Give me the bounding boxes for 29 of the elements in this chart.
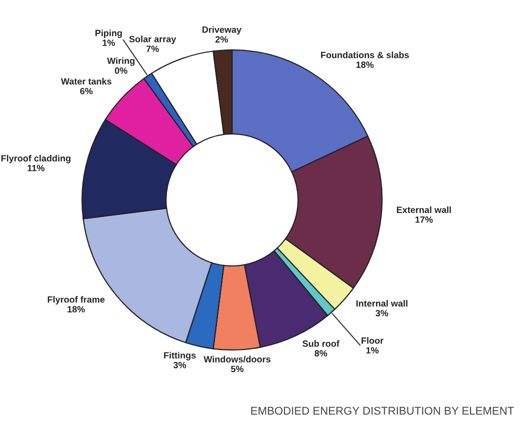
slice-label: Flyroof cladding <box>1 154 70 164</box>
slice-label: Flyroof frame <box>48 296 105 304</box>
slice-label: Sub roof <box>302 340 340 347</box>
slice-label: Water tanks <box>60 78 112 85</box>
data-label: 18% <box>356 62 374 68</box>
slice-label: Foundations & slabs <box>321 52 409 58</box>
data-label: 1% <box>102 40 115 46</box>
data-label: 2% <box>215 36 228 43</box>
data-label: 11% <box>28 164 44 172</box>
slice-label: Driveway <box>202 26 242 35</box>
data-label: 17% <box>415 216 433 223</box>
text: 0% <box>114 67 128 74</box>
slice-label: Internal wall <box>356 300 408 307</box>
slice-label: Fittings <box>164 352 196 360</box>
slice-label: Solar array <box>129 36 176 44</box>
data-label: 8% <box>314 350 328 357</box>
data-label: 3% <box>173 362 186 368</box>
slice-label: Floor <box>362 337 384 344</box>
slice-label: External wall <box>396 206 451 214</box>
data-label: 6% <box>80 88 93 94</box>
data-label: 3% <box>376 310 388 316</box>
category-label: Wiring <box>107 57 134 66</box>
slice-label: Piping <box>95 30 122 38</box>
data-label: 1% <box>366 347 379 354</box>
slice-label: Windows/doors <box>204 356 270 363</box>
data-label: 5% <box>230 366 244 372</box>
text: EMBODIED ENERGY DISTRIBUTION BY ELEMENT <box>251 406 514 415</box>
data-label: 18% <box>68 306 85 312</box>
data-label: 7% <box>146 46 159 52</box>
